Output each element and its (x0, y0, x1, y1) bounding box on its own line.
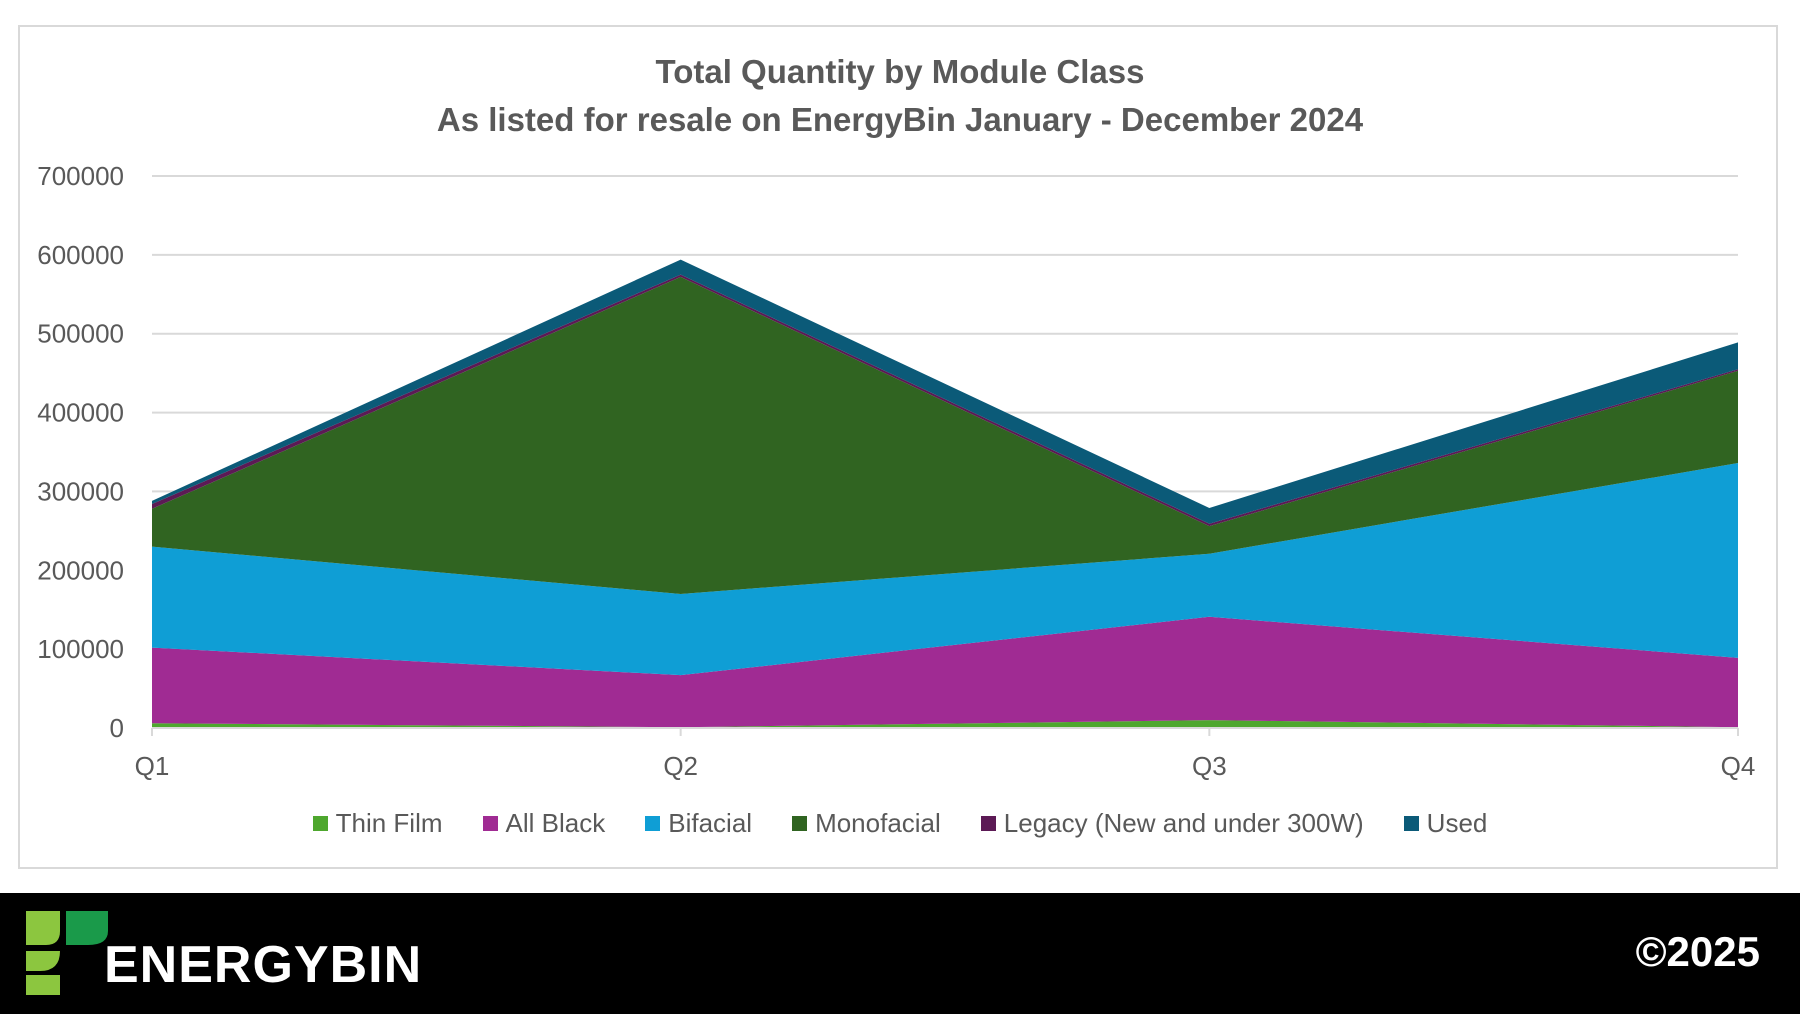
legend-swatch (980, 816, 996, 831)
legend-label: Used (1426, 808, 1488, 838)
y-tick-label: 200000 (37, 555, 124, 585)
energybin-logo: ENERGYBIN (26, 909, 422, 995)
legend-swatch (645, 816, 661, 831)
x-tick-label: Q3 (1192, 751, 1227, 781)
y-tick-label: 700000 (37, 161, 124, 191)
area-legacy-new-and-under-300w- (152, 274, 1738, 527)
legend-label: Bifacial (668, 808, 753, 838)
y-tick-label: 500000 (37, 319, 124, 349)
x-tick-label: Q4 (1721, 751, 1756, 781)
legend-label: Thin Film (335, 808, 443, 838)
x-tick-label: Q2 (663, 751, 698, 781)
chart-title-block: Total Quantity by Module Class As listed… (0, 48, 1800, 144)
y-tick-label: 100000 (37, 634, 124, 664)
x-tick-label: Q1 (135, 751, 170, 781)
logo-text: ENERGYBIN (104, 936, 423, 994)
y-tick-label: 400000 (37, 398, 124, 428)
legend-item: Thin Film (312, 808, 443, 839)
area-monofacial (152, 276, 1738, 594)
chart-subtitle: As listed for resale on EnergyBin Januar… (436, 101, 1364, 138)
y-tick-label: 0 (110, 713, 124, 743)
chart-frame (18, 25, 1778, 869)
legend-swatch (482, 816, 498, 831)
footer: ENERGYBIN ©2025 (0, 893, 1800, 1014)
leaf-logo-icon (26, 911, 108, 995)
legend-label: All Black (505, 808, 606, 838)
area-bifacial (152, 463, 1738, 676)
y-tick-label: 300000 (37, 476, 124, 506)
area-thin-film (152, 720, 1738, 728)
chart-title: Total Quantity by Module Class (655, 53, 1145, 90)
y-tick-label: 600000 (37, 240, 124, 270)
legend-item: Bifacial (645, 808, 752, 839)
legend: Thin Film All Black Bifacial Monofacial Lega… (0, 808, 1800, 839)
legend-swatch (792, 816, 808, 831)
area-all-black (152, 616, 1738, 728)
legend-item: Used (1403, 808, 1488, 839)
legend-label: Monofacial (815, 808, 941, 838)
legend-item: All Black (482, 808, 606, 839)
area-used (152, 259, 1738, 524)
legend-swatch (312, 816, 328, 831)
area-chart: 0 100000 200000 300000 400000 500000 600000 700… (37, 161, 1756, 781)
legend-item: Legacy (New and under 300W) (980, 808, 1364, 839)
copyright: ©2025 (1635, 928, 1760, 975)
legend-label: Legacy (New and under 300W) (1003, 808, 1364, 838)
legend-item: Monofacial (792, 808, 941, 839)
legend-swatch (1403, 816, 1419, 831)
